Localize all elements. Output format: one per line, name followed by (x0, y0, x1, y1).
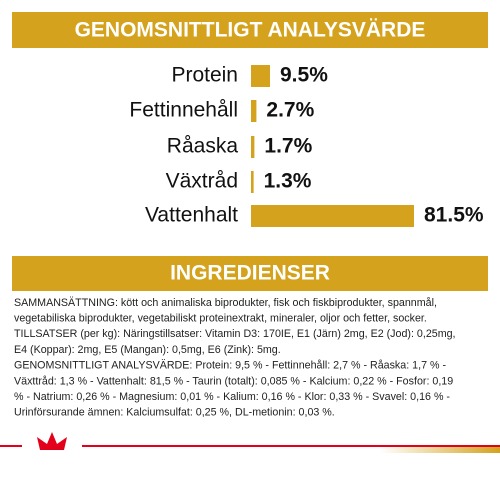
ingredients-line: E4 (Koppar): 2mg, E5 (Mangan): 0,5mg, E6… (14, 344, 281, 356)
ingredients-line: TILLSATSER (per kg): Näringstillsatser: … (14, 328, 456, 340)
ingredients-line: Växttråd: 1,3 % - Vattenhalt: 81,5 % - T… (14, 375, 453, 387)
ingredients-line: GENOMSNITTLIGT ANALYSVÄRDE: Protein: 9,5… (14, 360, 446, 372)
bar (251, 136, 255, 158)
bar (251, 205, 414, 227)
ingredients-line: % - Natrium: 0,26 % - Magnesium: 0,01 % … (14, 391, 450, 403)
category-label: Växtråd (166, 170, 238, 193)
value-label: 1.7% (264, 135, 312, 158)
analysis-title: GENOMSNITTLIGT ANALYSVÄRDE (75, 19, 426, 42)
value-label: 2.7% (266, 99, 314, 122)
ingredients-line: SAMMANSÄTTNING: kött och animaliska bipr… (14, 297, 437, 309)
ingredients-line: Urinförsurande ämnen: Kalciumsulfat: 0,2… (14, 407, 335, 419)
bar (251, 100, 257, 122)
category-label: Råaska (167, 135, 239, 158)
category-label: Vattenhalt (145, 204, 238, 227)
category-label: Fettinnehåll (129, 99, 238, 122)
value-label: 9.5% (280, 64, 328, 87)
ingredients-title: INGREDIENSER (170, 262, 330, 285)
analysis-header (12, 12, 488, 48)
category-label: Protein (171, 64, 238, 87)
bar (251, 65, 270, 87)
ingredients-line: vegetabiliska biprodukter, vegetabiliskt… (14, 313, 427, 325)
ingredients-header (12, 256, 488, 291)
value-label: 81.5% (424, 204, 484, 227)
value-label: 1.3% (264, 170, 312, 193)
logo-crown (37, 432, 67, 450)
footer-strip (380, 447, 500, 453)
bar (251, 171, 254, 193)
